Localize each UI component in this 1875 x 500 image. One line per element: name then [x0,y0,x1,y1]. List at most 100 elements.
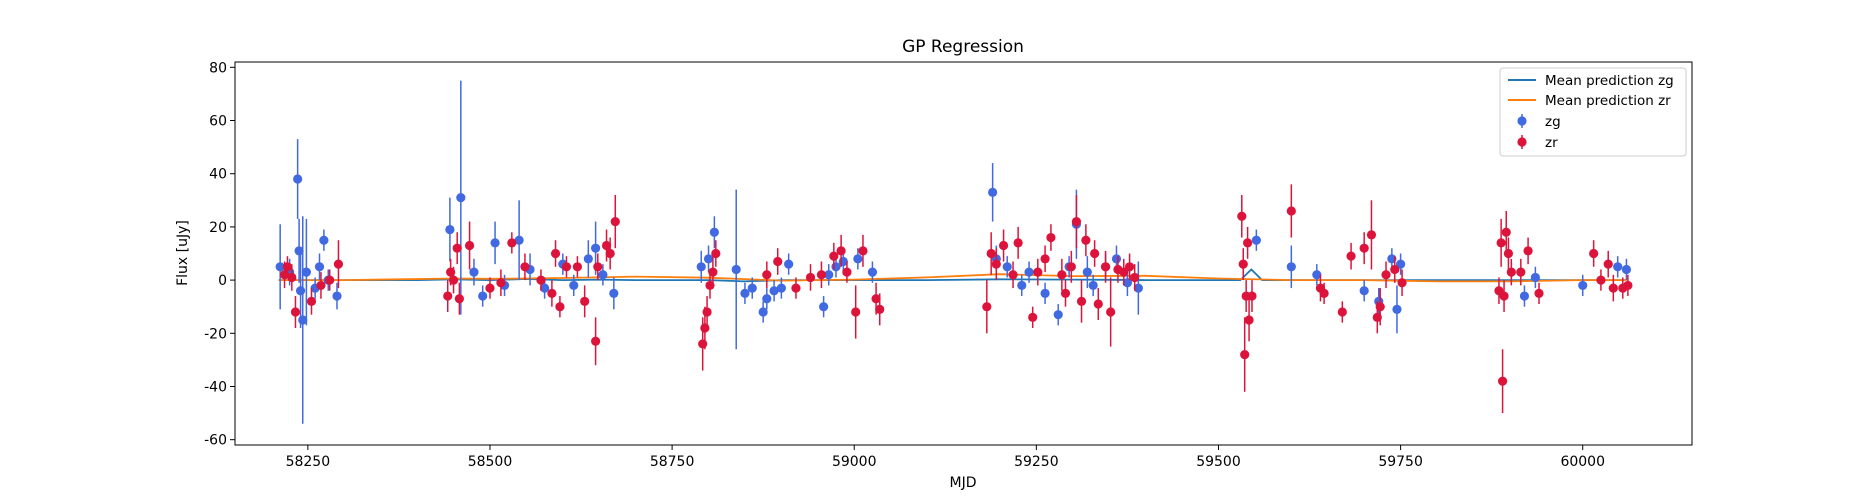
y-tick-label: 20 [209,220,227,236]
zr-point [698,339,708,349]
zg-point [1024,267,1034,277]
zr-point [1381,270,1391,280]
zr-point [333,259,344,269]
zr-point [1244,315,1254,325]
legend-label-zg: zg [1545,114,1561,130]
zr-point [1523,246,1533,256]
zr-point [1106,307,1116,317]
zr-point [1046,232,1056,243]
x-tick-label: 58250 [286,454,331,470]
y-tick-label: -20 [204,326,227,342]
legend-swatch-zr [1517,135,1527,149]
zr-point [1100,262,1111,272]
zg-point [819,302,829,312]
zg-point [293,174,303,184]
zg-point [988,187,998,197]
zr-point [316,280,326,291]
y-tick-label: 80 [209,60,227,76]
x-tick-label: 59000 [832,454,877,470]
legend-box [1499,67,1687,157]
zr-point [986,248,996,259]
zg-point [1251,235,1261,245]
zg-point [1133,283,1143,293]
zg-point [1017,280,1027,291]
zr-point [773,256,783,267]
zg-point [295,286,306,296]
zg-point [1286,262,1296,272]
x-tick-label: 59750 [1378,454,1423,470]
zr-point [550,248,561,259]
zr-point [1503,248,1514,259]
x-tick-label: 59500 [1196,454,1241,470]
zg-point [758,307,768,317]
zr-point [572,262,582,272]
legend-swatch-zg [1517,114,1527,128]
zr-point [287,272,297,283]
zg-point [867,267,878,277]
plot-frame [234,61,1693,446]
zg-point [514,235,524,245]
zr-point [306,296,317,306]
y-tick-label: -40 [204,379,227,395]
zg-point [853,254,863,264]
zr-point [1013,238,1023,248]
zr-point [282,262,293,272]
zr-point [991,259,1001,269]
zr-point [1008,270,1018,280]
zr-point [1589,248,1599,259]
zg-point [696,262,706,272]
zr-point [708,267,718,277]
zg-point [294,246,304,256]
zr-point [871,294,881,304]
zg-point [1621,264,1632,275]
zg-point [298,315,308,325]
zr-point [851,307,861,317]
zr-point [1623,280,1633,291]
legend-point-marker [1517,137,1527,147]
zr-point [1066,262,1076,272]
zr-point [805,272,816,283]
zg-point [332,291,342,301]
zg-point [1088,280,1098,291]
zg-point [1082,267,1092,277]
zr-point [1130,272,1140,283]
zg-point [769,286,779,296]
x-tick-label: 58750 [650,454,695,470]
zg-point [583,254,593,264]
axes-ticks: 58250 58500 58750 59000 59250 59500 59750 60000… [204,60,1605,470]
zr-point [591,336,601,346]
zr-point [1060,288,1071,298]
mean-prediction-zr-line [278,273,1627,283]
zr-point [448,275,459,285]
zr-point [1496,238,1506,248]
zr-point [1124,262,1135,272]
zr-point [1240,349,1250,360]
zr-point [601,240,612,251]
zr-point [507,238,517,248]
zg-point [456,193,466,203]
zr-point [1247,291,1257,301]
y-tick-label: 60 [209,114,227,130]
zg-point [469,267,479,277]
zr-point [1346,251,1356,261]
x-axis-label: MJD [950,475,977,491]
zr-point [610,216,620,227]
zg-point [301,267,311,277]
zr-point [1516,267,1526,277]
zr-point [547,288,557,298]
zg-point [1392,304,1402,314]
zr-point [464,240,475,251]
zg-point [703,254,714,264]
zg-point [1396,259,1406,269]
zr-point [1359,243,1369,253]
mean-prediction-lines [278,268,1627,283]
zr-point [1390,264,1400,275]
zr-point [1608,283,1618,293]
legend: Mean prediction zg Mean prediction zr zg… [1499,67,1687,157]
zr-point [875,304,885,314]
zg-point [731,264,741,275]
zr-point [1603,259,1613,269]
zr-point [496,278,506,288]
zr-point [1076,296,1087,306]
